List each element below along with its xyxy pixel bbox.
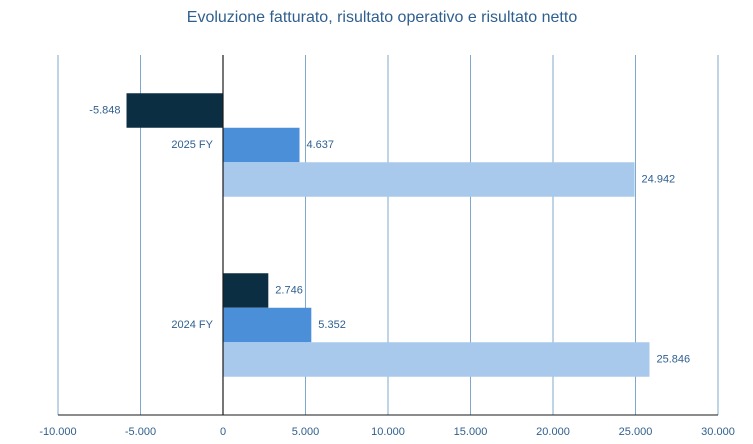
value-label: 25.846 (656, 353, 690, 365)
bar (223, 273, 269, 308)
x-tick-label: -10.000 (39, 426, 76, 438)
bar (223, 342, 650, 377)
bar (223, 127, 300, 163)
x-tick-label: 15.000 (454, 426, 488, 438)
x-tick-label: 20.000 (536, 426, 570, 438)
x-tick-label: 0 (220, 426, 226, 438)
bar (126, 93, 223, 128)
bar (223, 307, 312, 343)
x-tick-label: 25.000 (619, 426, 653, 438)
x-tick-label: -5.000 (125, 426, 156, 438)
value-label: 4.637 (307, 139, 335, 151)
value-label: 24.942 (642, 173, 676, 185)
chart-title: Evoluzione fatturato, risultato operativ… (187, 9, 578, 26)
value-label: -5.848 (89, 104, 120, 116)
category-label: 2024 FY (171, 319, 213, 331)
x-tick-label: 30.000 (701, 426, 735, 438)
value-label: 5.352 (318, 319, 346, 331)
x-tick-label: 5.000 (292, 426, 320, 438)
x-tick-label: 10.000 (371, 426, 405, 438)
category-label: 2025 FY (171, 139, 213, 151)
bar (223, 162, 635, 197)
value-label: 2.746 (275, 284, 303, 296)
